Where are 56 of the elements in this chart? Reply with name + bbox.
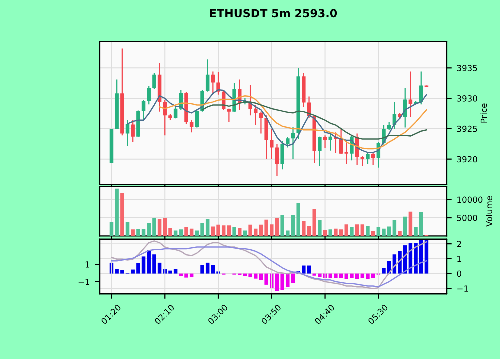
candlestick	[227, 108, 232, 123]
bar	[392, 220, 397, 236]
bar	[344, 224, 349, 236]
candlestick	[286, 136, 290, 148]
bar	[227, 226, 232, 236]
bar	[328, 230, 332, 236]
bar	[323, 230, 328, 236]
candlestick	[126, 120, 130, 147]
y-tick-label: 3930	[457, 96, 478, 102]
candlestick	[291, 126, 296, 160]
candlestick	[147, 86, 151, 106]
bar	[366, 226, 370, 236]
y-tick-label: 3935	[457, 65, 478, 72]
candlestick	[318, 136, 322, 167]
candlestick	[280, 140, 284, 170]
bar	[371, 231, 376, 236]
candlestick	[344, 140, 349, 165]
y-tick-label: 10000	[458, 196, 483, 204]
candlestick	[360, 156, 365, 167]
bar	[131, 230, 135, 236]
y-axis-title: Price	[480, 104, 488, 123]
candlestick	[206, 59, 210, 92]
bar	[238, 228, 242, 236]
bar	[350, 227, 354, 236]
bar	[360, 224, 365, 236]
candlestick	[152, 72, 156, 90]
chart-title: ETHUSDT 5m 2593.0	[210, 9, 338, 18]
bar	[408, 212, 413, 236]
candlestick	[216, 72, 220, 96]
candlestick	[323, 135, 328, 149]
bar	[398, 231, 402, 236]
y-tick-label: 3920	[457, 156, 478, 163]
y-tick-label: 5000	[457, 214, 478, 222]
candlestick	[264, 115, 268, 160]
bar	[403, 216, 408, 236]
candlestick	[270, 128, 274, 160]
candlestick	[366, 152, 370, 165]
candlestick	[195, 110, 200, 128]
candlestick	[259, 111, 264, 134]
y-tick-label: 3925	[457, 126, 478, 132]
line-series	[111, 240, 428, 290]
bar	[126, 222, 130, 236]
y-axis-title: Volume	[486, 196, 492, 227]
y2-tick-label: 2	[457, 241, 462, 248]
candlestick	[174, 106, 178, 120]
bar	[120, 193, 124, 236]
bar	[355, 224, 360, 236]
bar	[179, 230, 184, 236]
y2-tick-label: 0	[457, 270, 462, 278]
line-series	[111, 246, 428, 288]
candlestick	[131, 120, 135, 143]
candlestick	[142, 100, 146, 121]
bar	[232, 227, 236, 236]
candlestick	[275, 144, 280, 177]
bar	[158, 219, 162, 236]
bar	[318, 220, 322, 236]
